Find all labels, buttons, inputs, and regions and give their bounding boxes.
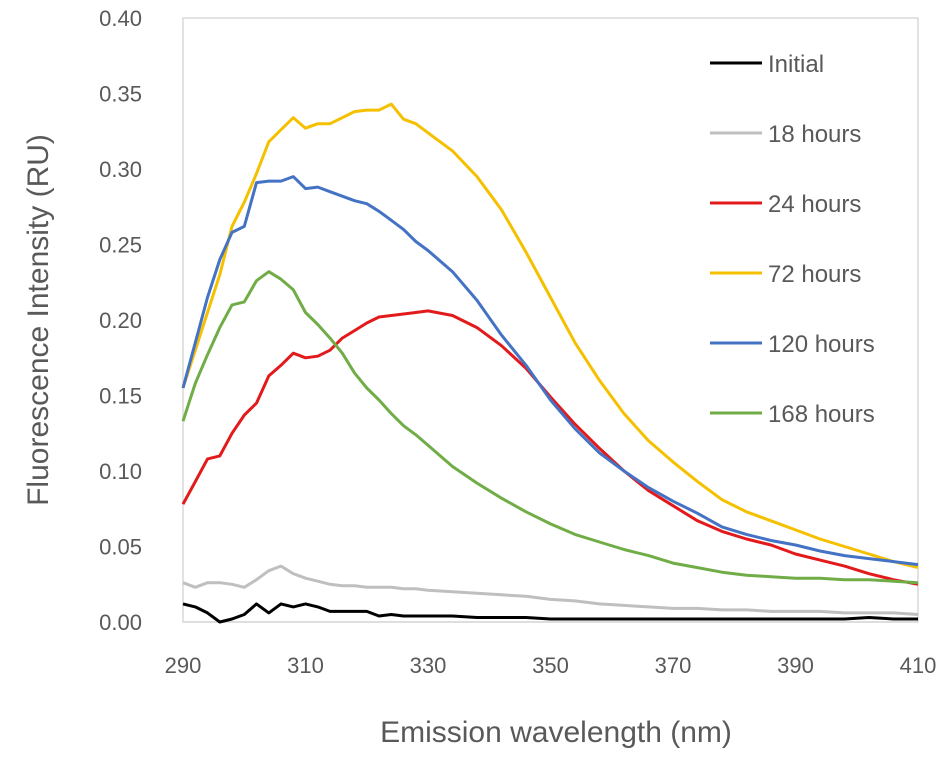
x-tick-label: 290 [165, 653, 202, 678]
x-tick-label: 310 [287, 653, 324, 678]
series-line-72-hours [181, 102, 919, 570]
plot-area-frame [182, 17, 919, 623]
y-axis-title: Fluorescence Intensity (RU) [22, 134, 55, 506]
legend-label: 120 hours [768, 331, 875, 358]
x-axis-title: Emission wavelength (nm) [380, 716, 732, 749]
y-tick-label: 0.15 [99, 384, 142, 409]
legend-entry: 168 hours [710, 401, 875, 428]
y-tick-label: 0.10 [99, 459, 142, 484]
x-tick-label: 350 [532, 653, 569, 678]
series-line-168-hours [181, 270, 919, 585]
y-tick-label: 0.05 [99, 535, 142, 560]
legend-entry: 18 hours [710, 121, 861, 148]
legend: Initial 18 hours 24 hours 72 hours 120 hours… [710, 51, 875, 428]
x-tick-label: 370 [655, 653, 692, 678]
legend-label: 24 hours [768, 191, 861, 218]
legend-label: 168 hours [768, 401, 875, 428]
x-tick-label: 330 [410, 653, 447, 678]
x-tick-label: 410 [900, 653, 937, 678]
legend-label: 18 hours [768, 121, 861, 148]
legend-label: Initial [768, 51, 824, 78]
y-tick-label: 0.35 [99, 82, 142, 107]
legend-entry: Initial [710, 51, 824, 78]
series-line-24-hours [181, 309, 919, 586]
legend-label: 72 hours [768, 261, 861, 288]
y-tick-label: 0.30 [99, 157, 142, 182]
y-tick-label: 0.25 [99, 233, 142, 258]
x-tick-labels: 290 310 330 350 370 390 410 [165, 653, 937, 678]
y-tick-labels: 0.00 0.05 0.10 0.15 0.20 0.25 0.30 0.35 0.40 [99, 6, 142, 635]
series-line-18-hours [182, 564, 919, 616]
y-tick-label: 0.20 [99, 308, 142, 333]
y-tick-label: 0.40 [99, 6, 142, 31]
series-line-120-hours [181, 175, 919, 567]
legend-entry: 120 hours [710, 331, 875, 358]
series-lines [181, 102, 919, 624]
x-tick-label: 390 [777, 653, 814, 678]
legend-entry: 24 hours [710, 191, 861, 218]
legend-entry: 72 hours [710, 261, 861, 288]
y-tick-label: 0.00 [99, 610, 142, 635]
series-line-initial [182, 602, 918, 624]
